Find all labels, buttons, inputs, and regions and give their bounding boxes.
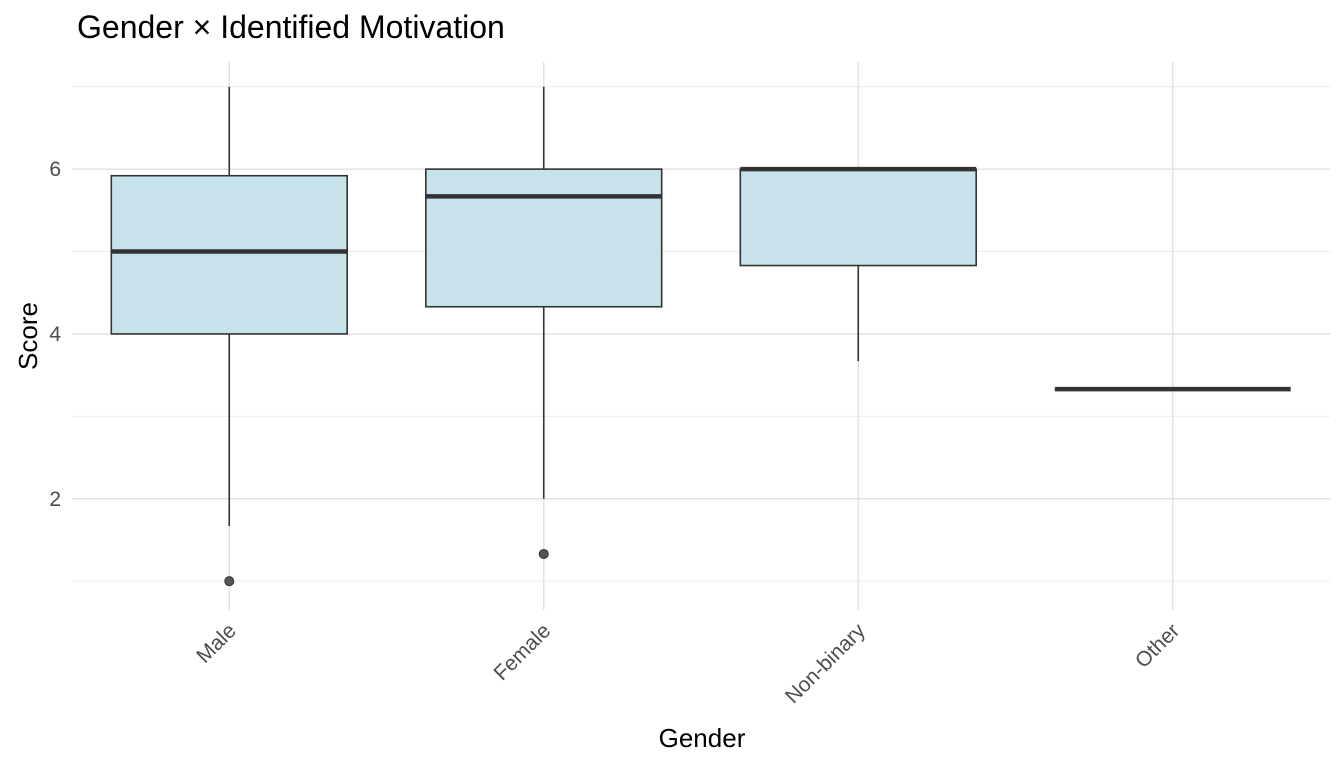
- box-body: [425, 168, 663, 308]
- x-tick-label: Male: [192, 619, 240, 667]
- chart-title: Gender × Identified Motivation: [77, 9, 505, 45]
- y-tick-label: 4: [49, 323, 61, 346]
- x-tick-label: Other: [1131, 619, 1184, 672]
- x-axis-ticks: Male Female Non-binary Other: [192, 619, 1184, 708]
- y-tick-label: 6: [49, 158, 61, 181]
- outlier-point: [538, 548, 549, 559]
- x-axis-title: Gender: [659, 723, 746, 753]
- x-tick-label: Non-binary: [781, 619, 870, 708]
- x-tick-label: Female: [490, 619, 556, 685]
- box-female: [425, 86, 663, 559]
- grid-layer: [72, 62, 1330, 610]
- y-axis-ticks: 2 4 6: [49, 158, 61, 511]
- box-body: [739, 168, 977, 267]
- box-non-binary: [739, 166, 977, 362]
- outlier-point: [224, 576, 235, 587]
- box-layer: [110, 86, 1291, 587]
- box-body: [110, 174, 348, 335]
- y-axis-title: Score: [13, 302, 43, 370]
- box-male: [110, 86, 348, 587]
- y-tick-label: 2: [49, 488, 61, 511]
